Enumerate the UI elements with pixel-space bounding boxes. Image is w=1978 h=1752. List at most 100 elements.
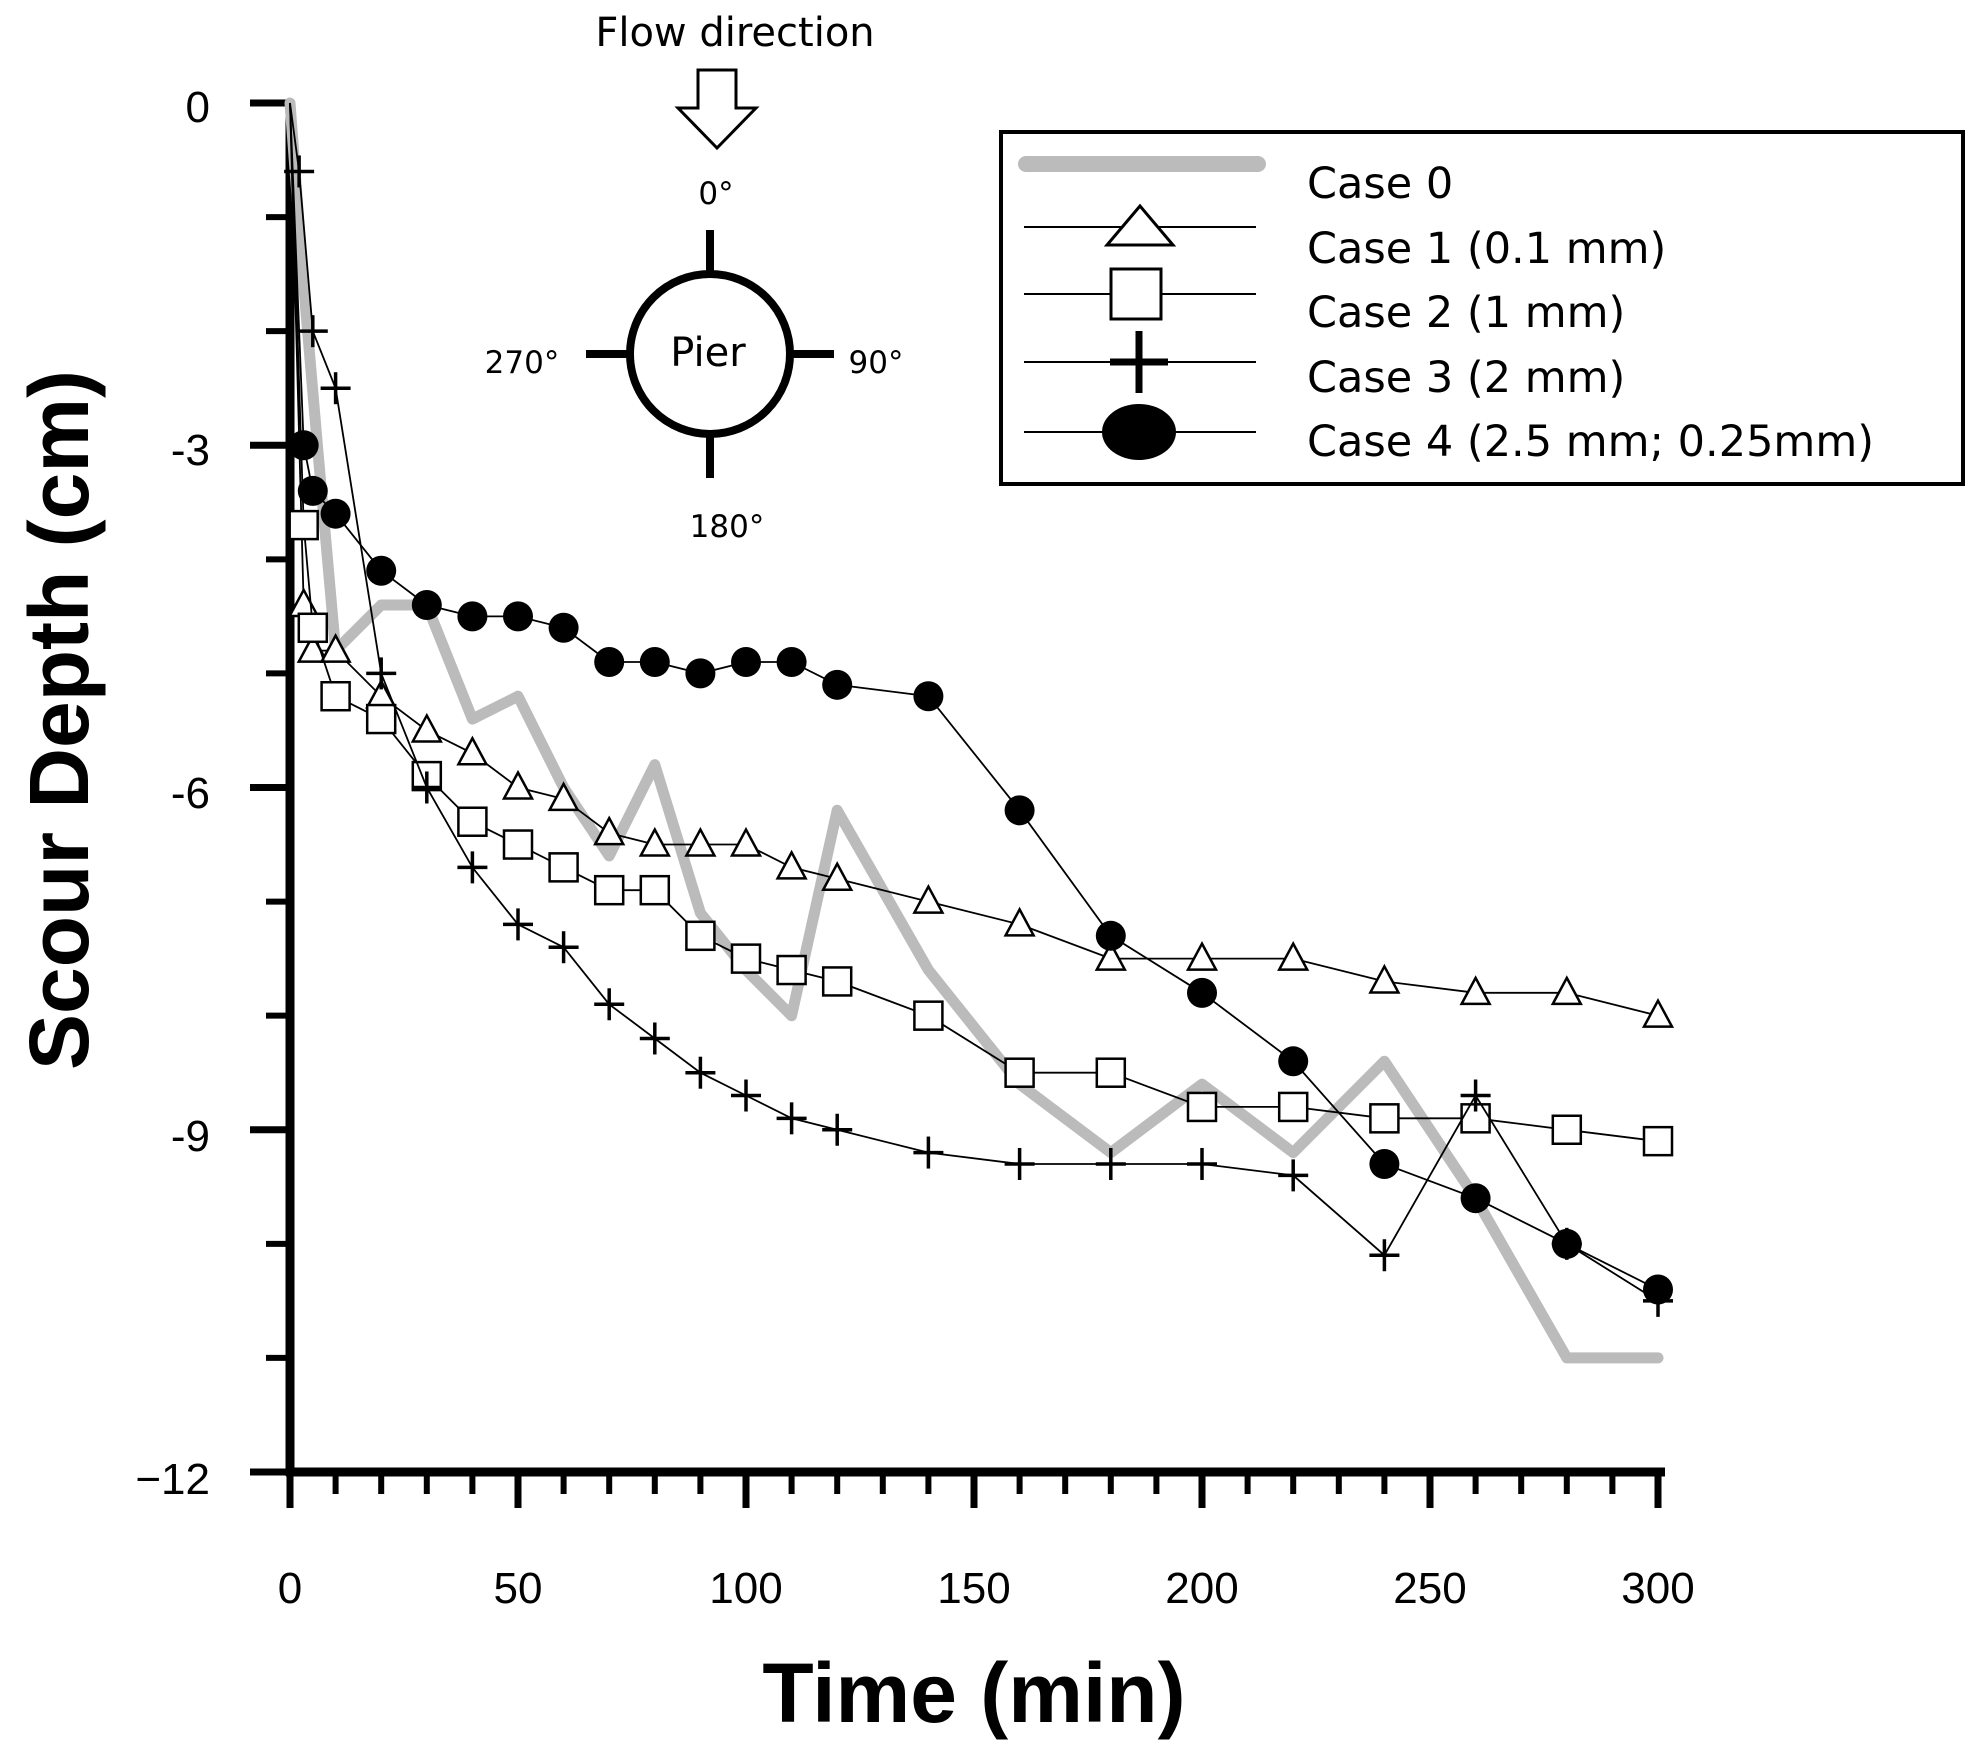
square-marker [548,852,579,883]
square-marker [320,680,351,712]
square-marker [1186,1091,1218,1123]
triangle-marker [638,826,671,857]
circle-marker [366,555,397,586]
legend-label-case3: Case 3 (2 mm) [1307,353,1625,403]
triangle-marker [912,883,945,914]
series-line [289,102,1659,1017]
square-marker [821,966,853,997]
angle-label-0: 0° [698,176,733,212]
x-tick-label: 100 [709,1564,782,1613]
pier-label: Pier [670,330,746,376]
square-marker [913,1000,944,1031]
triangle-marker [1003,906,1036,937]
circle-marker [288,430,319,461]
square-marker [1642,1125,1674,1157]
triangle-marker [410,712,443,743]
triangle-marker [1185,940,1219,971]
series-line [289,102,1659,1302]
circle-marker [297,475,328,506]
triangle-marker [684,826,717,857]
legend-square-marker [1109,267,1163,321]
x-axis-title: Time (min) [762,1646,1185,1740]
triangle-marker [1277,940,1310,971]
series-0 [284,97,1664,1364]
pier-inset: Flow direction 0° Pier 90° 180° 270° [485,10,904,545]
y-tick-label: 0 [186,83,210,132]
square-marker [1551,1114,1583,1145]
circle-marker [731,647,761,678]
triangle-marker [1368,963,1401,994]
legend-label-case1: Case 1 (0.1 mm) [1307,224,1666,274]
y-tick-label: -6 [171,769,210,818]
square-marker [776,954,807,986]
triangle-marker [1459,975,1492,1006]
x-tick-label: 200 [1165,1564,1238,1613]
legend-circle-marker [1102,404,1176,460]
circle-marker [503,601,533,632]
y-tick-label: −12 [135,1455,210,1504]
square-marker [1277,1091,1309,1123]
x-tick-labels: 0 50 100 150 200 250 300 [278,1564,1695,1613]
triangle-marker [547,781,580,812]
angle-label-180: 180° [690,509,765,545]
legend: Case 0 Case 1 (0.1 mm) Case 2 (1 mm) Cas… [999,130,1965,486]
circle-marker [1460,1183,1491,1214]
flow-direction-label: Flow direction [595,10,874,56]
x-tick-label: 250 [1393,1564,1466,1613]
y-axis-title: Scour Depth (cm) [12,370,106,1070]
series-layer [284,97,1675,1364]
triangle-marker [821,861,854,892]
flow-arrow-icon [674,68,760,151]
circle-marker [1278,1046,1309,1077]
series-4 [288,102,1673,1305]
square-marker [502,829,534,860]
triangle-marker [1641,998,1675,1028]
circle-marker [639,647,670,678]
legend-label-case4: Case 4 (2.5 mm; 0.25mm) [1307,417,1874,467]
series-1 [287,102,1675,1028]
angle-label-90: 90° [849,345,904,381]
y-tick-label: -3 [171,426,210,475]
square-marker [685,920,716,952]
square-marker [288,509,319,541]
circle-marker [1004,795,1035,826]
square-marker [639,874,671,906]
x-tick-label: 50 [494,1564,543,1613]
x-tick-label: 0 [278,1564,302,1613]
x-tick-label: 150 [937,1564,1010,1613]
series-line-case0 [284,97,1664,1364]
circle-marker [1187,977,1217,1008]
y-tick-labels: 0 -3 -6 -9 −12 [135,83,210,1504]
square-marker [457,806,488,837]
x-ticks [286,1472,1662,1508]
circle-marker [1551,1228,1582,1259]
square-marker [1095,1057,1127,1088]
legend-label-case0: Case 0 [1307,159,1453,209]
triangle-marker [1094,940,1127,971]
square-marker [1004,1057,1035,1088]
circle-marker [1095,920,1126,951]
legend-label-case2: Case 2 (1 mm) [1307,288,1625,338]
triangle-marker [775,849,808,880]
square-marker [297,612,329,644]
circle-marker [822,669,853,700]
circle-marker [320,498,351,529]
square-marker [365,703,397,735]
circle-marker [411,589,442,620]
triangle-marker [319,632,352,663]
circle-marker [913,681,944,712]
axes [250,99,1665,1508]
triangle-marker [593,815,626,846]
triangle-marker [1550,975,1583,1006]
circle-marker [1643,1274,1673,1305]
circle-marker [685,658,716,689]
angle-label-270: 270° [485,345,560,381]
square-marker [730,943,762,974]
y-tick-label: -9 [171,1112,210,1161]
triangle-marker [456,735,489,766]
x-tick-label: 300 [1621,1564,1694,1613]
circle-marker [594,647,625,678]
square-marker [593,874,625,906]
series-2 [288,102,1674,1157]
